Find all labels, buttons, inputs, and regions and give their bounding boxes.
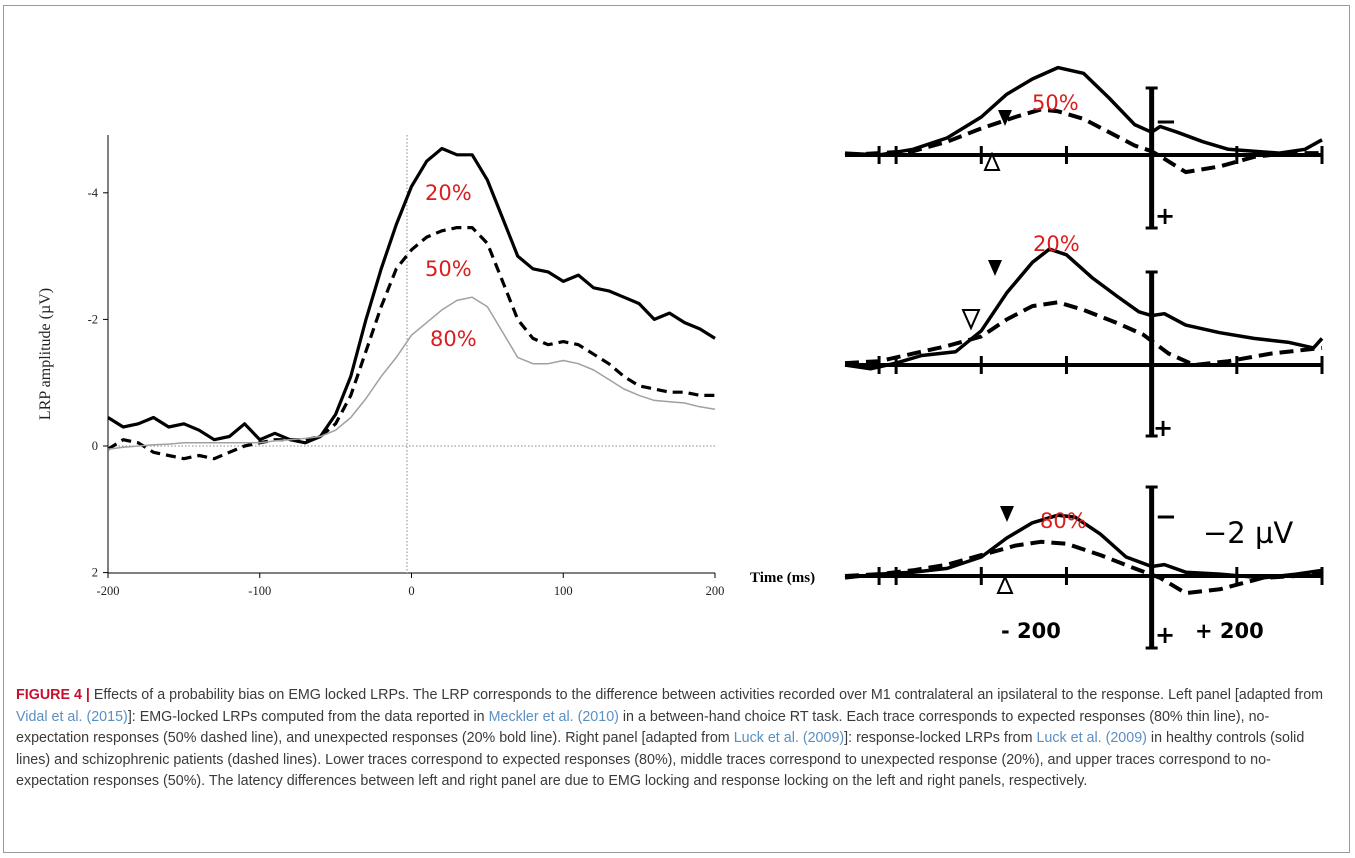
x-tick-label: -200 bbox=[97, 584, 120, 598]
sign-minus: − bbox=[1155, 502, 1177, 532]
onset-marker-filled bbox=[988, 260, 1002, 276]
caption-text: Effects of a probability bias on EMG loc… bbox=[89, 687, 1324, 703]
x-tick-label: 100 bbox=[554, 584, 573, 598]
time-axis-label: Time (ms) bbox=[750, 570, 815, 586]
caption-label: FIGURE 4 | bbox=[16, 687, 90, 703]
caption-text: ]: EMG-locked LRPs computed from the dat… bbox=[127, 708, 489, 725]
onset-marker-open bbox=[983, 151, 1001, 171]
onset-marker-filled bbox=[998, 110, 1012, 126]
y-tick-label: 0 bbox=[92, 439, 98, 453]
patient-trace bbox=[844, 107, 1322, 175]
citation-link[interactable]: Luck et al. (2009) bbox=[1036, 730, 1147, 746]
sign-plus: + bbox=[1153, 414, 1173, 442]
figure-caption: FIGURE 4 | Effects of a probability bias… bbox=[16, 685, 1338, 793]
series-label-80: 80% bbox=[430, 327, 477, 351]
series-line-80 bbox=[107, 296, 716, 450]
onset-marker-filled bbox=[1000, 506, 1014, 522]
sign-plus: + bbox=[1155, 621, 1175, 649]
y-axis-label: LRP amplitude (µV) bbox=[37, 288, 54, 420]
citation-link[interactable]: Vidal et al. (2015) bbox=[16, 708, 128, 725]
figure-frame bbox=[3, 5, 1350, 853]
caption-text: in healthy controls (solid lines) and sc… bbox=[16, 730, 1305, 789]
caption-text: in a between-hand choice RT task. Each t… bbox=[16, 708, 1270, 747]
patient-trace bbox=[844, 300, 1323, 367]
series-label-20: 20% bbox=[425, 181, 472, 205]
series-line-50 bbox=[107, 226, 715, 461]
panel-label-20: 20% bbox=[1033, 232, 1080, 256]
sign-minus: − bbox=[1155, 107, 1177, 137]
onset-marker-open bbox=[961, 309, 981, 331]
series-line-20 bbox=[107, 146, 716, 445]
scale-bar-label: −2 µV bbox=[1203, 516, 1293, 550]
y-tick-label: -4 bbox=[88, 186, 99, 200]
x-tick-label: 200 bbox=[706, 584, 725, 598]
panel-label-50: 50% bbox=[1032, 91, 1079, 115]
healthy-control-trace bbox=[844, 247, 1324, 371]
right-panel-chart: 50% 20% 80% − + + − + −2 µV Time (ms) - … bbox=[750, 65, 1324, 650]
caption-body: Effects of a probability bias on EMG loc… bbox=[16, 687, 1323, 789]
citation-link[interactable]: Luck et al. (2009) bbox=[733, 730, 845, 746]
figure-graphic: -200 -100 0 100 200 -4 -2 0 2 LRP amplitude (µV)… bbox=[37, 65, 1324, 650]
sign-plus: + bbox=[1155, 202, 1175, 230]
x-tick-label: -100 bbox=[248, 584, 271, 598]
citation-link[interactable]: Meckler et al. (2010) bbox=[488, 708, 619, 725]
y-tick-label: -2 bbox=[88, 312, 98, 326]
onset-marker-open bbox=[996, 574, 1014, 594]
healthy-control-trace bbox=[844, 513, 1323, 580]
y-tick-label: 2 bbox=[92, 566, 98, 580]
time-tick-label-plus200: + 200 bbox=[1195, 619, 1264, 643]
patient-trace bbox=[844, 539, 1323, 596]
x-tick-label: 0 bbox=[408, 584, 414, 598]
healthy-control-trace bbox=[844, 65, 1323, 157]
series-label-50: 50% bbox=[425, 257, 472, 281]
time-tick-label-minus200: - 200 bbox=[1001, 619, 1061, 643]
caption-text: ]: response-locked LRPs from bbox=[844, 730, 1037, 746]
left-panel-chart: -200 -100 0 100 200 -4 -2 0 2 LRP amplitude (µV)… bbox=[37, 135, 724, 598]
panel-label-80: 80% bbox=[1040, 509, 1087, 533]
